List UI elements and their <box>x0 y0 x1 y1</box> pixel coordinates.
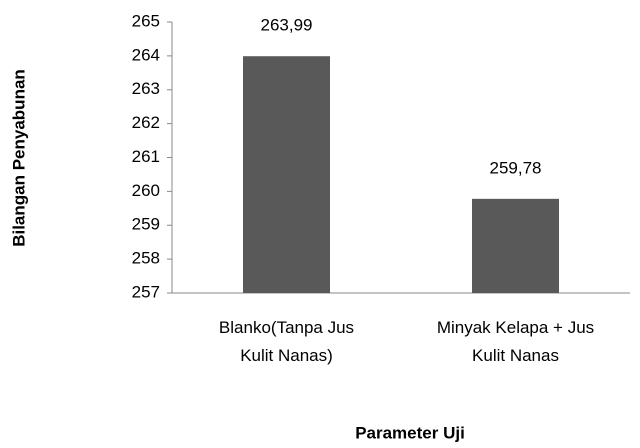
x-axis-label: Parameter Uji <box>355 423 465 442</box>
x-tick-label: Blanko(Tanpa Jus Kulit Nanas) <box>219 318 354 365</box>
y-tick-label: 260 <box>132 181 160 200</box>
x-tick-label: Minyak Kelapa + Jus Kulit Nanas <box>437 318 594 365</box>
y-tick-label: 258 <box>132 249 160 268</box>
data-label: 259,78 <box>490 158 542 177</box>
bar <box>471 198 560 293</box>
y-tick-label: 262 <box>132 113 160 132</box>
bar <box>242 56 331 294</box>
y-tick-label: 265 <box>132 11 160 30</box>
y-tick-label: 261 <box>132 147 160 166</box>
data-label: 263,99 <box>261 16 313 35</box>
y-axis-label: Bilangan Penyabunan <box>9 69 28 247</box>
y-tick-label: 263 <box>132 79 160 98</box>
y-tick-label: 264 <box>132 45 160 64</box>
y-tick-label: 257 <box>132 282 160 301</box>
y-tick-label: 259 <box>132 215 160 234</box>
